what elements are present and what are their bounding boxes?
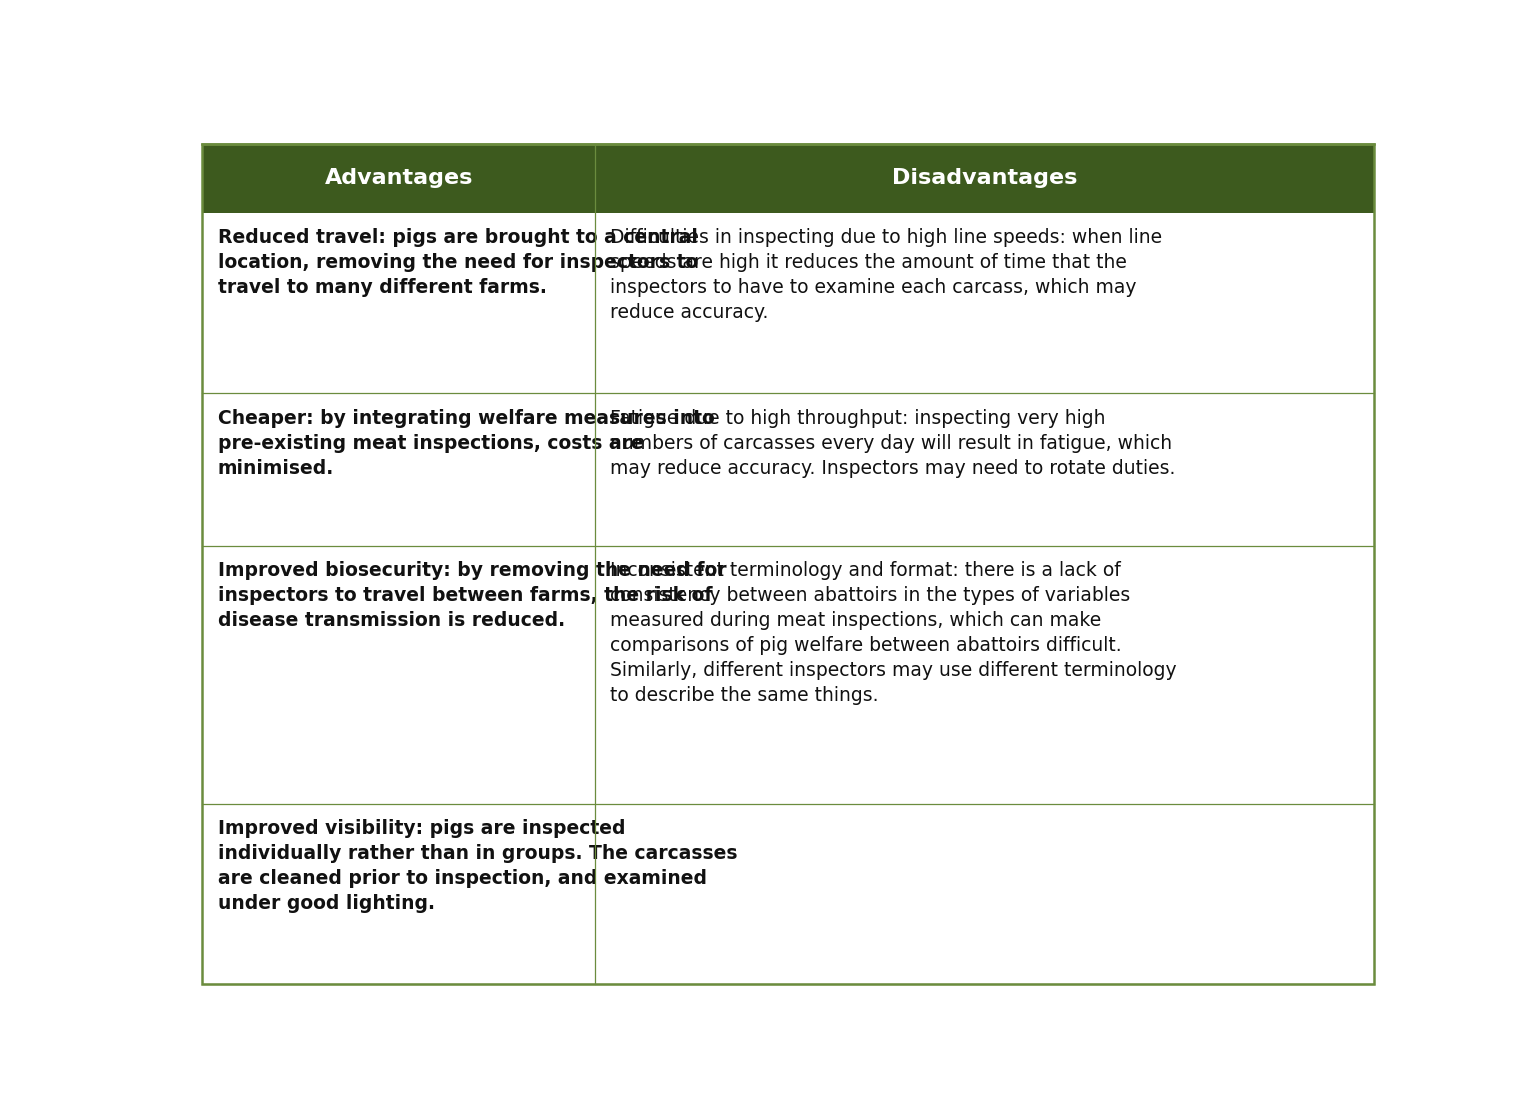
Bar [595, 393, 1373, 546]
Text: Inconsistent terminology and format: there is a lack of
consistency between abat: Inconsistent terminology and format: the… [611, 561, 1177, 705]
Bar [203, 393, 595, 546]
Text: Fatigue due to high throughput: inspecting very high
numbers of carcasses every : Fatigue due to high throughput: inspecti… [611, 409, 1175, 478]
Bar [595, 144, 1373, 213]
Bar [595, 546, 1373, 804]
Bar [203, 804, 595, 984]
Bar [595, 804, 1373, 984]
Text: Advantages: Advantages [325, 169, 472, 189]
Text: Cheaper: by integrating welfare measures into
pre-existing meat inspections, cos: Cheaper: by integrating welfare measures… [218, 409, 715, 478]
Text: Disadvantages: Disadvantages [892, 169, 1077, 189]
Bar [203, 213, 595, 393]
Bar [203, 546, 595, 804]
Text: Improved visibility: pigs are inspected
individually rather than in groups. The : Improved visibility: pigs are inspected … [218, 820, 737, 914]
Text: Reduced travel: pigs are brought to a central
location, removing the need for in: Reduced travel: pigs are brought to a ce… [218, 228, 698, 297]
Bar [595, 213, 1373, 393]
Text: Difficulties in inspecting due to high line speeds: when line
speeds are high it: Difficulties in inspecting due to high l… [611, 228, 1163, 323]
Text: Improved biosecurity: by removing the need for
inspectors to travel between farm: Improved biosecurity: by removing the ne… [218, 561, 726, 630]
Bar [203, 144, 595, 213]
